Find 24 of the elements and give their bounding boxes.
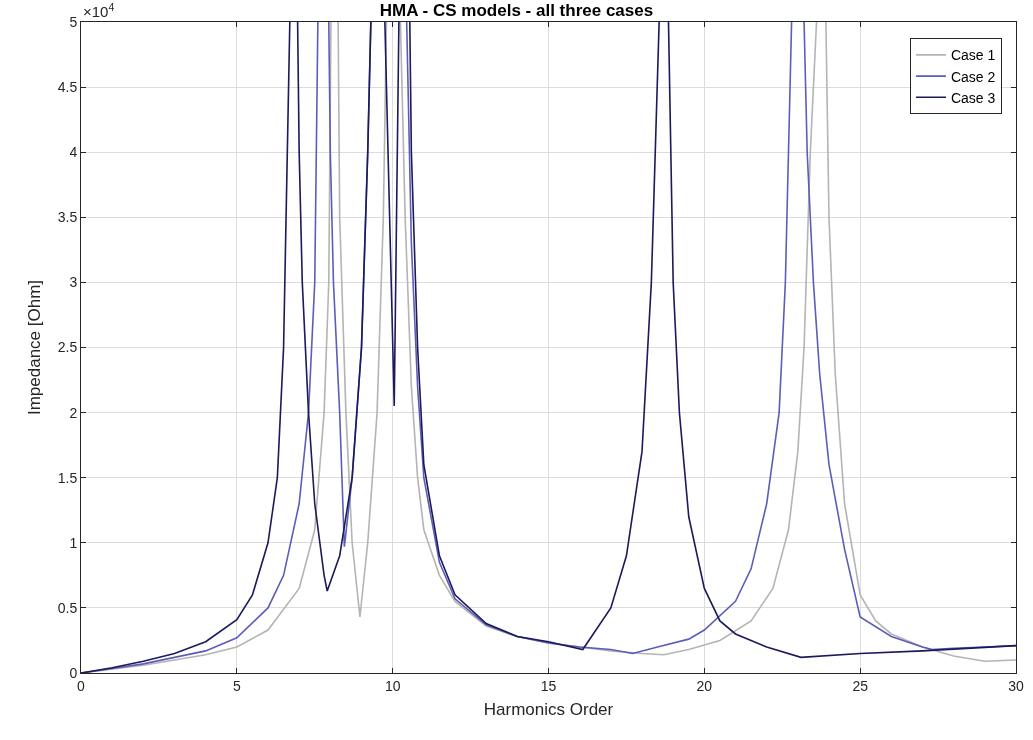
y-tick-label: 3 [69, 274, 78, 291]
y-tick-label: 3.5 [57, 209, 78, 226]
legend-label: Case 1 [950, 47, 996, 64]
y-tick-label: 0.5 [57, 599, 78, 616]
x-tick-label: 30 [1008, 677, 1024, 694]
x-tick-label: 15 [540, 677, 557, 694]
y-tick-label: 4.5 [57, 79, 78, 95]
legend-label: Case 2 [950, 68, 996, 85]
x-tick-label: 10 [384, 677, 401, 694]
y-tick-label: 0 [69, 664, 78, 681]
y-tick-label: 2 [69, 404, 78, 421]
x-tick-label: 5 [232, 677, 241, 694]
x-tick-label: 25 [852, 677, 869, 694]
legend-label: Case 3 [950, 89, 996, 106]
y-tick-label: 4 [69, 144, 78, 161]
text: ×10$^{4}$ [83, 1, 115, 21]
y-tick-label: 1.5 [57, 469, 78, 486]
y-tick-label: 2.5 [57, 339, 78, 356]
x-axis-title: Harmonics Order [483, 700, 614, 720]
y-tick-label: 1 [69, 534, 78, 551]
x-tick-label: 20 [696, 677, 713, 694]
y-axis-title: Impedance [Ohm] [25, 279, 45, 416]
y-tick-label: 5 [69, 13, 78, 30]
chart-title: HMA - CS models - all three cases [379, 1, 654, 21]
